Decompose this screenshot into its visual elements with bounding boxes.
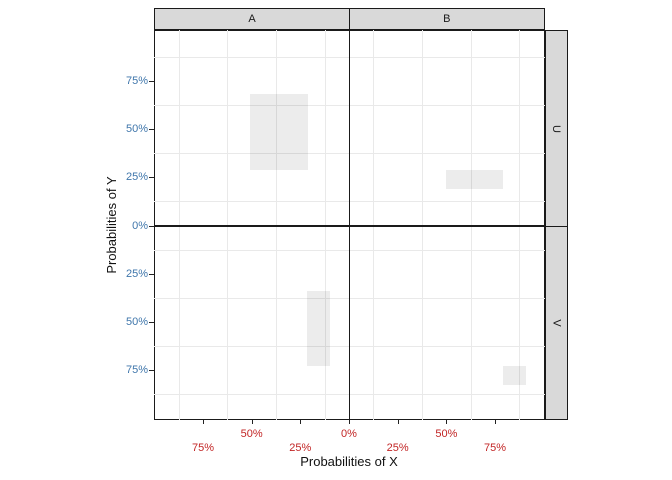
prob-rect-a-v bbox=[307, 290, 330, 366]
gridline-minor-vertical bbox=[227, 30, 229, 420]
x-tick bbox=[202, 419, 204, 424]
gridline-minor-vertical bbox=[470, 30, 472, 420]
x-tick bbox=[446, 419, 448, 424]
facet-strip-column-a: A bbox=[153, 7, 350, 30]
facet-label-b: B bbox=[443, 12, 451, 25]
y-tick-label: 75% bbox=[125, 75, 148, 88]
x-tick-label: 0% bbox=[341, 427, 357, 440]
y-tick bbox=[149, 321, 154, 323]
facet-label-u: U bbox=[550, 124, 563, 133]
y-tick bbox=[149, 225, 154, 227]
prob-rect-a-u bbox=[249, 93, 309, 170]
gridline-minor-vertical bbox=[275, 30, 277, 420]
facet-label-v: V bbox=[550, 318, 563, 327]
facet-strip-column-b: B bbox=[349, 7, 545, 30]
y-tick-label: 25% bbox=[125, 171, 148, 184]
y-tick bbox=[149, 177, 154, 179]
x-tick-label: 25% bbox=[386, 442, 409, 454]
facet-label-a: A bbox=[248, 12, 256, 25]
x-tick-label: 50% bbox=[240, 427, 263, 440]
x-tick bbox=[397, 419, 399, 424]
y-tick bbox=[149, 369, 154, 371]
zero-line-vertical bbox=[348, 30, 350, 420]
gridline-minor-vertical bbox=[324, 30, 326, 420]
x-axis-title: Probabilities of X bbox=[300, 454, 398, 469]
gridline-minor-vertical bbox=[519, 30, 521, 420]
facet-strip-row-v: V bbox=[545, 225, 568, 420]
x-tick-label: 75% bbox=[191, 442, 214, 454]
x-tick-label: 50% bbox=[435, 427, 458, 440]
x-tick bbox=[495, 419, 497, 424]
x-tick bbox=[251, 419, 253, 424]
y-tick-label: 50% bbox=[125, 315, 148, 328]
y-tick bbox=[149, 129, 154, 131]
facet-strip-row-u: U bbox=[545, 30, 568, 226]
gridline-minor-vertical bbox=[373, 30, 375, 420]
y-tick-label: 0% bbox=[132, 219, 148, 232]
y-tick bbox=[149, 81, 154, 83]
prob-rect-b-v bbox=[502, 365, 527, 386]
gridline-minor-vertical bbox=[178, 30, 180, 420]
gridline-minor-vertical bbox=[422, 30, 423, 420]
y-tick-label: 25% bbox=[125, 267, 148, 280]
y-tick-label: 50% bbox=[125, 123, 148, 136]
prob-rect-b-u bbox=[446, 169, 503, 189]
x-tick-label: 25% bbox=[289, 442, 312, 454]
x-tick-label: 75% bbox=[484, 442, 507, 454]
zero-line-horizontal bbox=[153, 225, 545, 227]
y-tick bbox=[149, 273, 154, 275]
x-tick bbox=[349, 419, 350, 424]
x-tick bbox=[300, 419, 302, 424]
y-tick-label: 75% bbox=[125, 363, 148, 376]
